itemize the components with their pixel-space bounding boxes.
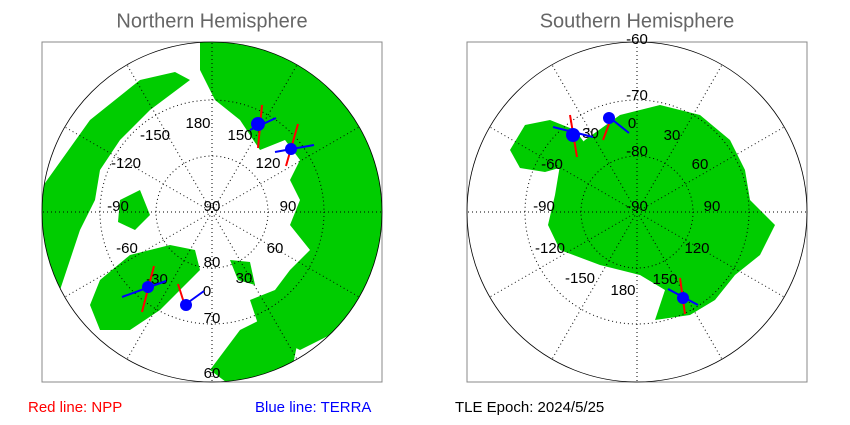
meridian-label: 90 <box>280 198 297 215</box>
labels-north: 180 -150 150 120 -120 -90 90 -60 60 -30 … <box>107 115 296 382</box>
parallel-label: -60 <box>626 31 648 48</box>
legend-npp: Red line: NPP <box>28 399 122 416</box>
meridian-label: 150 <box>227 127 252 144</box>
meridian-label: -120 <box>111 155 141 172</box>
meridian-label: 90 <box>704 198 721 215</box>
parallel-label: 70 <box>204 310 221 327</box>
meridian-label: -30 <box>577 125 599 142</box>
graticule-line <box>126 64 213 213</box>
meridian-label: -150 <box>140 127 170 144</box>
panel-title: Southern Hemisphere <box>540 10 735 32</box>
parallel-label: 80 <box>204 254 221 271</box>
legend-terra: Blue line: TERRA <box>255 399 371 416</box>
graticule-line <box>489 126 638 213</box>
meridian-label: -90 <box>533 198 555 215</box>
meridian-label: -120 <box>535 240 565 257</box>
graticule-line <box>636 211 785 298</box>
graticule-line <box>64 211 213 298</box>
meridian-label: 0 <box>628 115 636 132</box>
parallel-label: -70 <box>626 87 648 104</box>
panel-title: Northern Hemisphere <box>116 10 307 32</box>
parallel-label: 90 <box>204 198 221 215</box>
meridian-label: 0 <box>203 283 211 300</box>
graticule-line <box>551 64 638 213</box>
parallel-label: 60 <box>204 365 221 382</box>
meridian-label: 60 <box>267 240 284 257</box>
graticule-north <box>42 42 382 382</box>
graticule-line <box>211 211 360 298</box>
meridian-label: 120 <box>684 240 709 257</box>
graticule-line <box>211 211 298 360</box>
graticule-line <box>636 126 785 213</box>
graticule-line <box>636 64 723 213</box>
map-outline <box>466 41 808 383</box>
meridian-label: -150 <box>565 270 595 287</box>
graticule-line <box>489 211 638 298</box>
meridian-label: 30 <box>236 270 253 287</box>
graticule-line <box>551 211 638 360</box>
graticule-line <box>211 126 360 213</box>
map-outline <box>41 41 383 383</box>
meridian-label: 180 <box>610 282 635 299</box>
tle-epoch: TLE Epoch: 2024/5/25 <box>455 399 604 416</box>
meridian-label: 30 <box>664 127 681 144</box>
satellites-north <box>121 104 315 313</box>
graticule-line <box>211 64 298 213</box>
meridian-label: 150 <box>652 271 677 288</box>
labels-south: -60 -70 -80 -90 0 30 60 90 120 150 180 -… <box>533 31 720 299</box>
meridian-label: 120 <box>255 155 280 172</box>
graticule-line <box>64 126 213 213</box>
graticule-south <box>467 42 807 382</box>
parallel-label: -80 <box>626 143 648 160</box>
meridian-label: -60 <box>116 240 138 257</box>
meridian-label: 180 <box>185 115 210 132</box>
meridian-label: 60 <box>692 156 709 173</box>
satellites-south <box>552 112 699 315</box>
meridian-label: -60 <box>541 156 563 173</box>
graticule-line <box>126 211 213 360</box>
graticule-line <box>636 211 723 360</box>
parallel-label: -90 <box>626 198 648 215</box>
meridian-label: -90 <box>107 198 129 215</box>
